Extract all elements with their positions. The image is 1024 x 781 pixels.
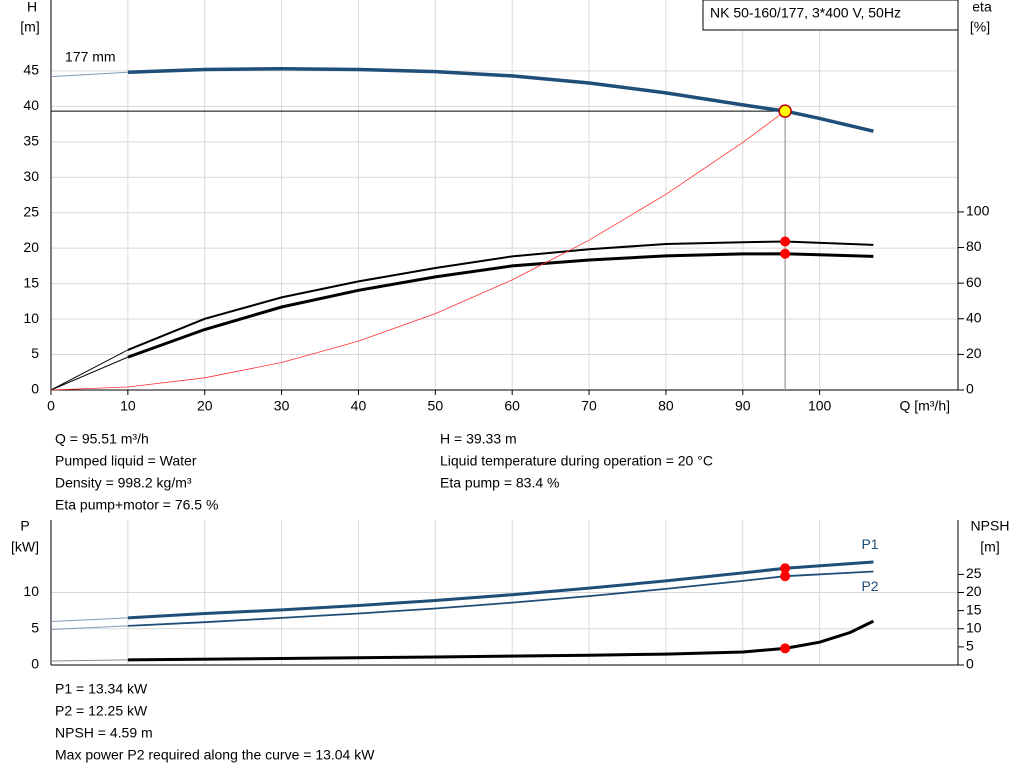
curve <box>50 110 786 391</box>
operating-point <box>778 104 792 118</box>
x-tick-label: 90 <box>735 398 751 414</box>
info-line: Liquid temperature during operation = 20… <box>440 453 713 469</box>
y-axis-title: P <box>20 518 29 534</box>
x-tick-label: 10 <box>120 398 136 414</box>
curve <box>50 356 129 391</box>
y2-tick-label: 10 <box>966 619 982 635</box>
curve <box>50 349 129 391</box>
x-tick-label: 20 <box>197 398 213 414</box>
y-tick-label: 15 <box>23 274 39 290</box>
title-box <box>702 0 959 31</box>
info-line: H = 39.33 m <box>440 431 517 447</box>
curve <box>127 619 875 662</box>
y-tick-label: 5 <box>31 619 39 635</box>
x-tick-label: 80 <box>658 398 674 414</box>
y2-tick-label: 40 <box>966 309 982 325</box>
y-tick-label: 10 <box>23 310 39 326</box>
x-tick-label: 40 <box>351 398 367 414</box>
y2-axis-unit: [m] <box>980 539 999 555</box>
curve <box>50 71 128 78</box>
curve <box>127 252 874 359</box>
info-line: P2 = 12.25 kW <box>55 703 148 719</box>
info-line: Eta pump = 83.4 % <box>440 475 559 491</box>
y2-tick-label: 80 <box>966 238 982 254</box>
chart-title: NK 50-160/177, 3*400 V, 50Hz <box>710 5 901 21</box>
y2-tick-label: 20 <box>966 583 982 599</box>
y-tick-label: 0 <box>31 381 39 397</box>
y-tick-label: 45 <box>23 62 39 78</box>
operating-point <box>780 563 791 574</box>
y2-tick-label: 5 <box>966 638 974 654</box>
info-line: Pumped liquid = Water <box>55 453 197 469</box>
x-tick-label: 70 <box>581 398 597 414</box>
curve <box>127 570 874 627</box>
info-line: Max power P2 required along the curve = … <box>55 747 375 763</box>
x-tick-label: 30 <box>274 398 290 414</box>
curve-label: P1 <box>861 536 878 552</box>
operating-point <box>780 643 791 654</box>
y-tick-label: 25 <box>23 203 39 219</box>
y-tick-label: 10 <box>23 583 39 599</box>
curve-label: 177 mm <box>65 49 116 65</box>
curve <box>50 625 128 630</box>
info-line: NPSH = 4.59 m <box>55 725 153 741</box>
info-line: P1 = 13.34 kW <box>55 681 148 697</box>
y2-tick-label: 0 <box>966 656 974 672</box>
y-axis-title: H <box>27 0 37 15</box>
info-line: Q = 95.51 m³/h <box>55 431 149 447</box>
y2-tick-label: 20 <box>966 345 982 361</box>
y2-tick-label: 25 <box>966 565 982 581</box>
y2-tick-label: 0 <box>966 381 974 397</box>
info-line: Eta pump+motor = 76.5 % <box>55 497 218 513</box>
y-tick-label: 5 <box>31 345 39 361</box>
curve <box>50 617 128 622</box>
y-tick-label: 30 <box>23 168 39 184</box>
curve <box>127 240 874 351</box>
y-tick-label: 20 <box>23 239 39 255</box>
y2-axis-title: NPSH <box>971 518 1010 534</box>
y-tick-label: 35 <box>23 133 39 149</box>
info-line: Density = 998.2 kg/m³ <box>55 475 192 491</box>
y-axis-unit: [kW] <box>11 539 39 555</box>
y2-axis-unit: [%] <box>970 19 990 35</box>
curve <box>50 659 128 662</box>
curve <box>127 67 874 133</box>
y2-tick-label: 60 <box>966 274 982 290</box>
x-axis-title: Q [m³/h] <box>899 398 950 414</box>
x-tick-label: 50 <box>428 398 444 414</box>
operating-point <box>780 571 791 582</box>
curve <box>127 560 874 620</box>
curve-label: P2 <box>861 578 878 594</box>
operating-point <box>780 236 791 247</box>
x-tick-label: 60 <box>504 398 520 414</box>
y-axis-unit: [m] <box>20 19 39 35</box>
y-tick-label: 0 <box>31 656 39 672</box>
x-tick-label: 0 <box>47 398 55 414</box>
x-tick-label: 100 <box>808 398 832 414</box>
operating-point <box>780 248 791 259</box>
y2-tick-label: 15 <box>966 601 982 617</box>
y2-axis-title: eta <box>972 0 992 15</box>
y-tick-label: 40 <box>23 97 39 113</box>
y2-tick-label: 100 <box>966 203 990 219</box>
